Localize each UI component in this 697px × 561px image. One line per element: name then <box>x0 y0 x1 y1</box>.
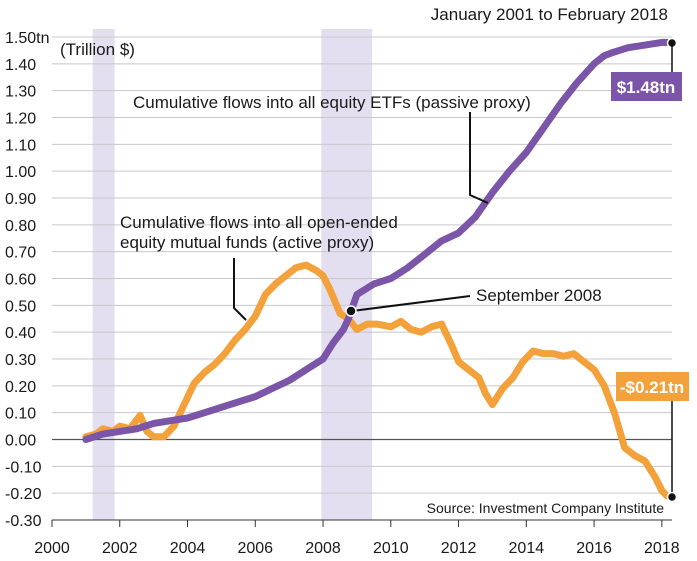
mf-end-marker <box>666 491 678 503</box>
y-tick-label: 1.30 <box>5 84 36 101</box>
x-tick-label: 2006 <box>237 540 273 557</box>
y-tick-label: 1.40 <box>5 57 36 74</box>
x-tick-label: 2018 <box>644 540 680 557</box>
x-tick-label: 2004 <box>170 540 206 557</box>
annotations: Cumulative flows into all equity ETFs (p… <box>120 93 602 321</box>
y-tick-label: 0.50 <box>5 298 36 315</box>
recession-band-2 <box>321 29 373 520</box>
series-lines <box>82 38 671 500</box>
source-note: Source: Investment Company Institute <box>427 500 665 516</box>
x-tick-label: 2014 <box>509 540 545 557</box>
y-tick-label: 0.40 <box>5 325 36 342</box>
x-tick-label: 2016 <box>576 540 612 557</box>
etf-end-label: $1.48tn <box>617 78 676 97</box>
mf-series-label-line1: Cumulative flows into all open-ended <box>120 213 398 232</box>
mf-end-label: -$0.21tn <box>620 378 684 397</box>
etf-series-line <box>82 38 671 443</box>
x-tick-label: 2008 <box>305 540 341 557</box>
y-tick-label: 0.90 <box>5 191 36 208</box>
sept-2008-label: September 2008 <box>476 286 602 305</box>
y-tick-label: 1.00 <box>5 164 36 181</box>
x-tick-label: 2010 <box>373 540 409 557</box>
y-tick-label: -0.10 <box>5 459 42 476</box>
x-tick-label: 2012 <box>441 540 477 557</box>
recession-bands <box>92 29 373 520</box>
recession-band-1 <box>92 29 115 520</box>
mf-leader-line <box>233 258 247 321</box>
mf-badge-bg <box>616 372 689 401</box>
y-tick-label: 1.50tn <box>5 30 49 47</box>
y-axis-ticks: 1.50tn 1.40 1.30 1.20 1.10 1.00 0.90 0.80 0.70 0.… <box>5 30 49 530</box>
etf-series-label: Cumulative flows into all equity ETFs (p… <box>133 93 531 112</box>
y-tick-label: 1.20 <box>5 111 36 128</box>
y-tick-label: -0.20 <box>5 486 42 503</box>
etf-badge-bg <box>611 72 682 101</box>
chart-title: January 2001 to February 2018 <box>431 5 668 24</box>
x-tick-label: 2000 <box>34 540 70 557</box>
sept-leader-line <box>351 295 471 312</box>
mf-end-badge: -$0.21tn <box>616 372 689 503</box>
mf-series-label-line2: equity mutual funds (active proxy) <box>120 233 374 252</box>
x-axis-ticks: 2000 2002 2004 2006 2008 2010 2012 2014 2016 2018 <box>34 520 680 557</box>
y-tick-label: 0.70 <box>5 245 36 262</box>
y-tick-label: 1.10 <box>5 137 36 154</box>
y-tick-label: 0.60 <box>5 272 36 289</box>
sept-2008-marker <box>345 305 357 317</box>
x-tick-label: 2002 <box>102 540 138 557</box>
etf-end-badge: $1.48tn <box>611 37 682 101</box>
y-tick-label: 0.20 <box>5 379 36 396</box>
unit-label: (Trillion $) <box>60 40 135 59</box>
y-tick-label: 0.30 <box>5 352 36 369</box>
y-tick-label: 0.10 <box>5 406 36 423</box>
y-tick-label: 0.80 <box>5 218 36 235</box>
y-tick-label: 0.00 <box>5 433 36 450</box>
etf-leader-line <box>469 112 489 204</box>
y-tick-label: -0.30 <box>5 513 42 530</box>
